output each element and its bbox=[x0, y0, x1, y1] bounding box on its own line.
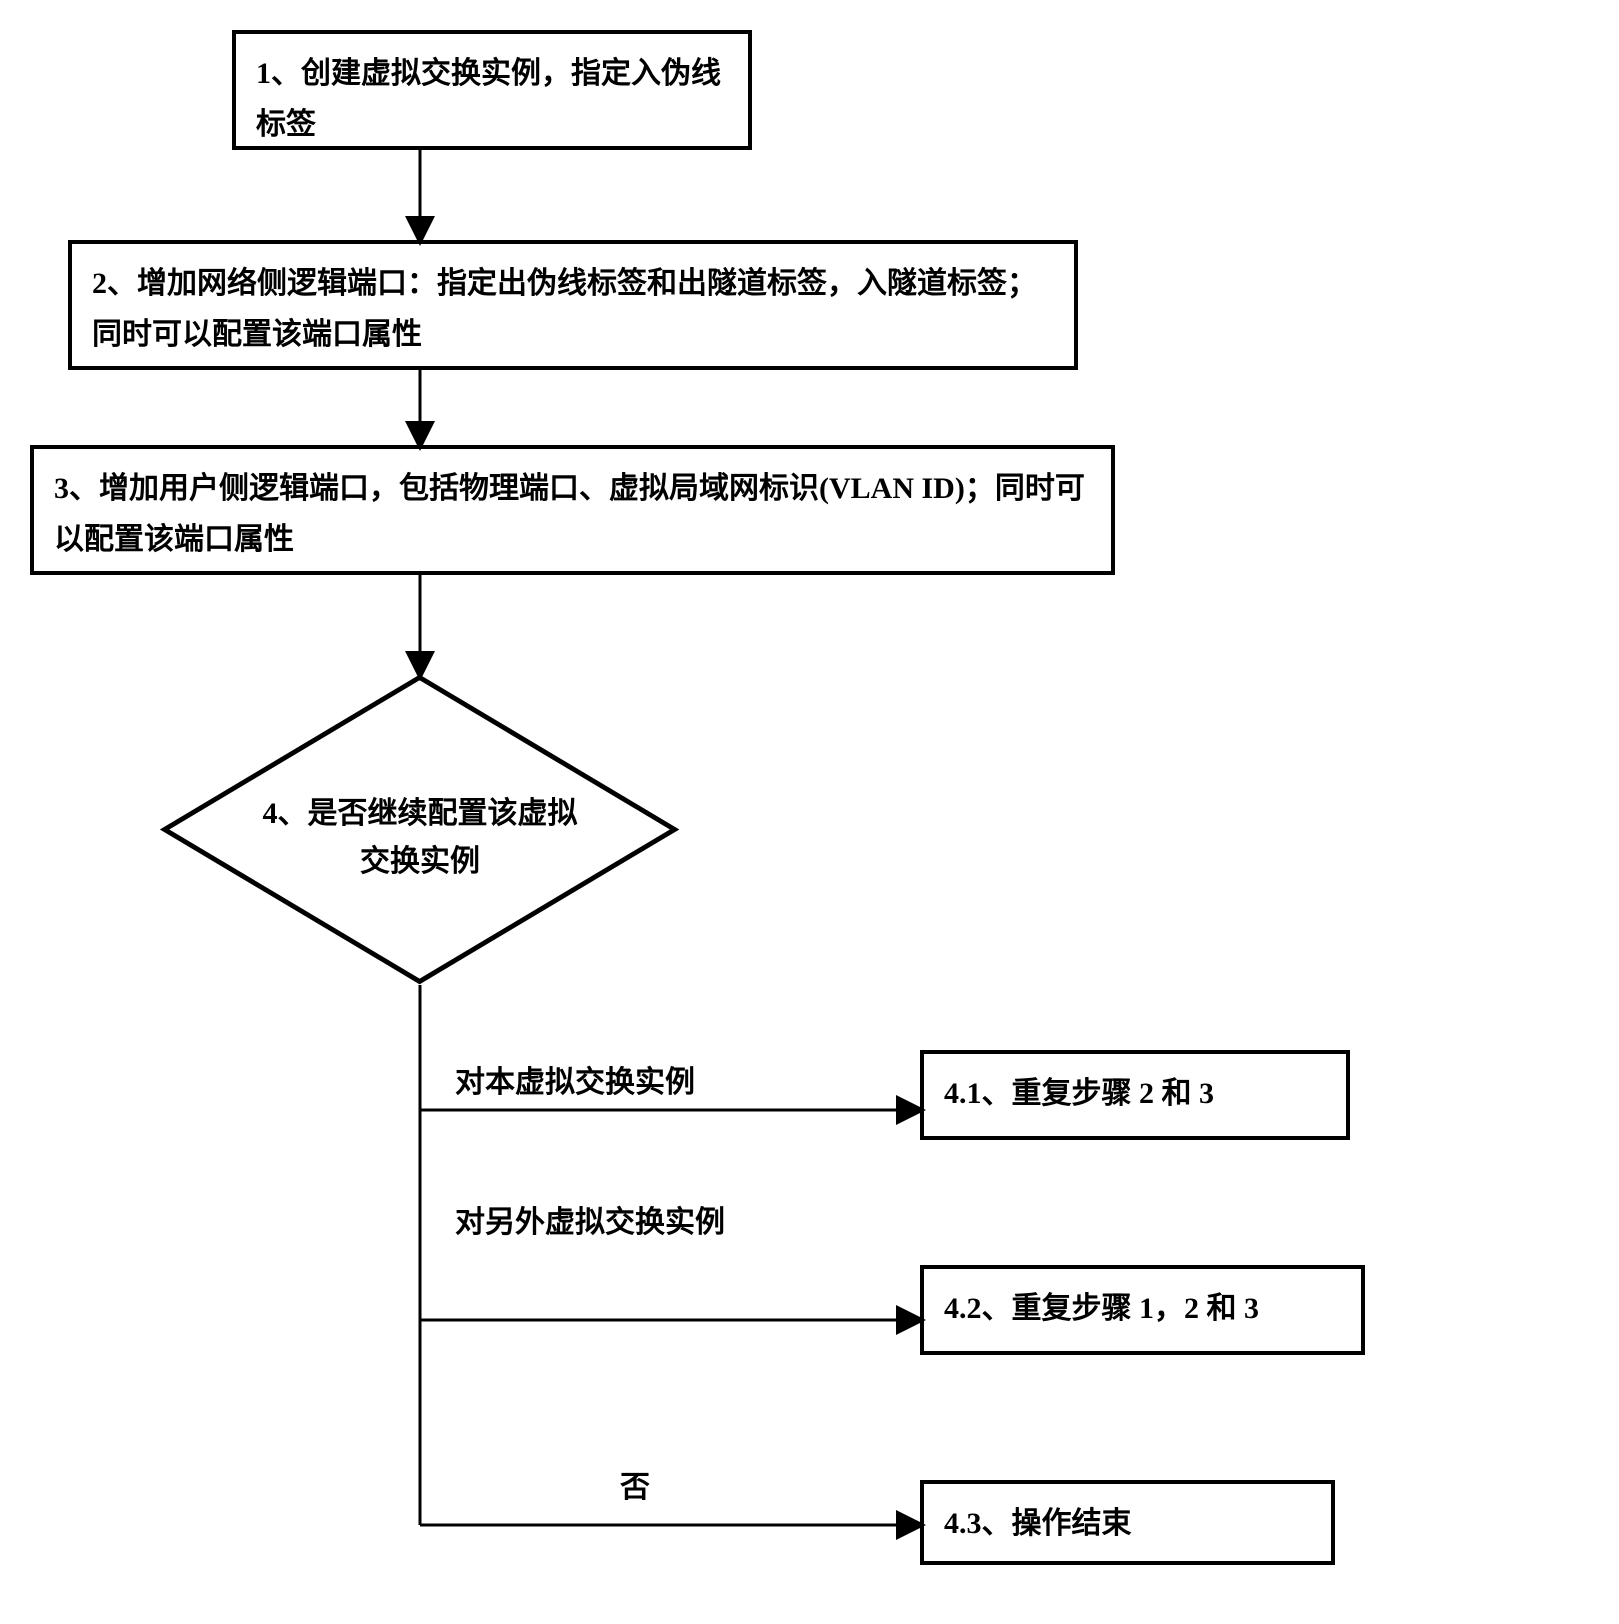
step-2-text: 2、增加网络侧逻辑端口：指定出伪线标签和出隧道标签，入隧道标签；同时可以配置该端… bbox=[92, 267, 1037, 351]
branch-43-label: 否 bbox=[620, 1465, 700, 1510]
step-1-text: 1、创建虚拟交换实例，指定入伪线标签 bbox=[256, 57, 721, 141]
step-41-text: 4.1、重复步骤 2 和 3 bbox=[944, 1077, 1214, 1110]
branch-41-label: 对本虚拟交换实例 bbox=[455, 1060, 775, 1105]
step-3-text: 3、增加用户侧逻辑端口，包括物理端口、虚拟局域网标识(VLAN ID)；同时可以… bbox=[54, 472, 1085, 556]
step-41-box: 4.1、重复步骤 2 和 3 bbox=[920, 1050, 1350, 1140]
branch-42-label: 对另外虚拟交换实例 bbox=[455, 1200, 775, 1245]
step-42-text: 4.2、重复步骤 1，2 和 3 bbox=[944, 1292, 1259, 1325]
decision-4-line2: 交换实例 bbox=[360, 845, 480, 878]
decision-4-diamond: 4、是否继续配置该虚拟 交换实例 bbox=[160, 675, 680, 985]
decision-4-text: 4、是否继续配置该虚拟 交换实例 bbox=[160, 790, 680, 886]
decision-4-line1: 4、是否继续配置该虚拟 bbox=[263, 797, 578, 830]
step-3-box: 3、增加用户侧逻辑端口，包括物理端口、虚拟局域网标识(VLAN ID)；同时可以… bbox=[30, 445, 1115, 575]
step-1-box: 1、创建虚拟交换实例，指定入伪线标签 bbox=[232, 30, 752, 150]
step-43-box: 4.3、操作结束 bbox=[920, 1480, 1335, 1565]
step-42-box: 4.2、重复步骤 1，2 和 3 bbox=[920, 1265, 1365, 1355]
step-43-text: 4.3、操作结束 bbox=[944, 1507, 1132, 1540]
step-2-box: 2、增加网络侧逻辑端口：指定出伪线标签和出隧道标签，入隧道标签；同时可以配置该端… bbox=[68, 240, 1078, 370]
